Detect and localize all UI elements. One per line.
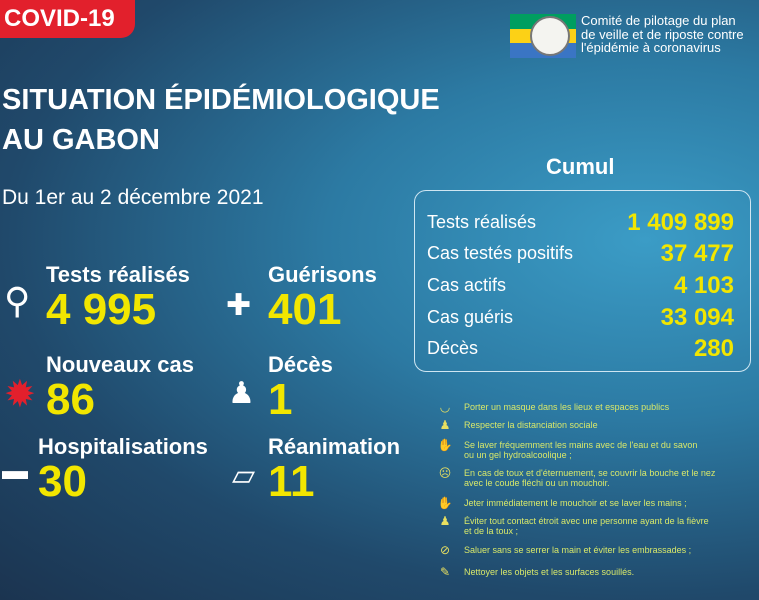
stat-value: 30 bbox=[38, 457, 87, 506]
advice-text: Saluer sans se serrer la main et éviter … bbox=[464, 545, 692, 555]
virus-icon: ✹ bbox=[4, 374, 36, 416]
advice-text: En cas de toux et d'éternuement, se couv… bbox=[464, 468, 716, 478]
stat-label: Décès bbox=[268, 352, 333, 377]
handwash-icon: ✋ bbox=[437, 496, 453, 510]
row-value: 33 094 bbox=[660, 303, 734, 331]
cumul-table: Tests réalisés 1 409 899 Cas testés posit… bbox=[414, 190, 751, 372]
stat-recoveries: Guérisons 401 bbox=[268, 262, 377, 332]
cumul-row: Décès 280 bbox=[427, 333, 734, 364]
stat-value: 11 bbox=[268, 457, 315, 506]
covid-badge: COVID-19 bbox=[0, 0, 135, 38]
magnifier-icon: ⚲ bbox=[4, 280, 31, 321]
stat-new-cases: Nouveaux cas 86 bbox=[46, 352, 194, 422]
distance-icon: ♟ bbox=[439, 418, 451, 432]
cleaning-icon: ✎ bbox=[439, 565, 451, 579]
cumul-row: Cas guéris 33 094 bbox=[427, 302, 734, 333]
date-range: Du 1er au 2 décembre 2021 bbox=[2, 186, 264, 209]
advice-text: Jeter immédiatement le mouchoir et se la… bbox=[464, 498, 687, 508]
row-value: 280 bbox=[693, 334, 734, 362]
oxygen-tank-icon: ▱ bbox=[232, 459, 256, 492]
stat-value: 1 bbox=[268, 375, 293, 424]
advice-text: Porter un masque dans les lieux et espac… bbox=[464, 402, 670, 412]
cumul-row: Tests réalisés 1 409 899 bbox=[427, 207, 734, 238]
organization-name: Comité de pilotage du plan de veille et … bbox=[581, 14, 744, 55]
cumul-title: Cumul bbox=[546, 154, 615, 179]
title-line-2: AU GABON bbox=[2, 124, 160, 156]
handwash-icon: ✋ bbox=[437, 438, 453, 452]
shield-cross-icon: ✚ bbox=[226, 289, 252, 322]
advice-text: Respecter la distanciation sociale bbox=[464, 420, 598, 430]
page-title: SITUATION ÉPIDÉMIOLOGIQUE AU GABON bbox=[2, 80, 440, 160]
org-line: de veille et de riposte contre bbox=[581, 26, 744, 42]
gabon-flag-logo bbox=[510, 14, 576, 59]
no-handshake-icon: ⊘ bbox=[439, 543, 451, 557]
stat-value: 4 995 bbox=[46, 285, 157, 334]
row-label: Cas actifs bbox=[427, 275, 507, 295]
row-label: Tests réalisés bbox=[427, 212, 537, 232]
cumul-row: Cas testés positifs 37 477 bbox=[427, 238, 734, 269]
person-cross-icon: ♟ bbox=[228, 377, 255, 410]
row-label: Cas testés positifs bbox=[427, 243, 574, 263]
org-line: l'épidémie à coronavirus bbox=[581, 40, 721, 55]
cough-icon: ☹ bbox=[438, 466, 452, 480]
row-label: Cas guéris bbox=[427, 307, 514, 327]
advice-text: Nettoyer les objets et les surfaces soui… bbox=[464, 567, 635, 577]
title-line-1: SITUATION ÉPIDÉMIOLOGIQUE bbox=[2, 84, 440, 116]
stat-value: 401 bbox=[268, 285, 342, 334]
row-value: 4 103 bbox=[673, 271, 734, 299]
stat-label: Guérisons bbox=[268, 262, 377, 287]
distance-icon: ♟ bbox=[439, 514, 451, 528]
advice-text: Se laver fréquemment les mains avec de l… bbox=[464, 440, 698, 450]
stat-icu: Réanimation 11 bbox=[268, 434, 400, 504]
row-value: 37 477 bbox=[660, 239, 734, 267]
stat-deaths: Décès 1 bbox=[268, 352, 333, 422]
org-line: Comité de pilotage du plan bbox=[581, 13, 736, 28]
stat-label: Hospitalisations bbox=[38, 434, 208, 459]
stat-label: Réanimation bbox=[268, 434, 401, 459]
stat-label: Tests réalisés bbox=[46, 262, 190, 287]
stat-label: Nouveaux cas bbox=[46, 352, 194, 377]
hospital-bed-icon: ▬ bbox=[2, 455, 28, 485]
stat-value: 86 bbox=[46, 375, 95, 424]
advice-text: et de la toux ; bbox=[464, 526, 519, 536]
row-label: Décès bbox=[427, 338, 479, 358]
cumul-row: Cas actifs 4 103 bbox=[427, 270, 734, 301]
advice-text: ou un gel hydroalcoolique ; bbox=[464, 450, 572, 460]
stat-hospitalisations: Hospitalisations 30 bbox=[38, 434, 208, 504]
advice-text: avec le coude fléchi ou un mouchoir. bbox=[464, 478, 610, 488]
mask-icon: ◡ bbox=[439, 400, 451, 414]
advice-text: Éviter tout contact étroit avec une pers… bbox=[464, 516, 709, 526]
seal-icon bbox=[530, 16, 570, 56]
stat-tests: Tests réalisés 4 995 bbox=[46, 262, 190, 332]
row-value: 1 409 899 bbox=[627, 208, 734, 236]
